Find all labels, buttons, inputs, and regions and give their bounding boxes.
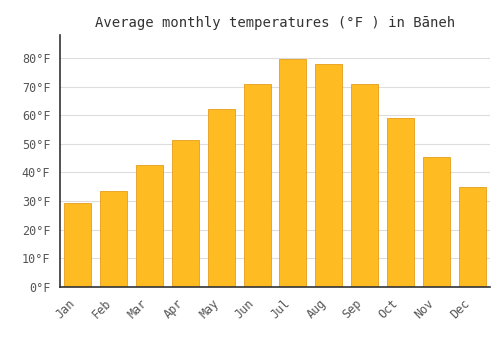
Bar — [136, 165, 163, 287]
Bar — [244, 84, 270, 287]
Bar — [64, 203, 92, 287]
Bar — [387, 118, 414, 287]
Bar — [423, 157, 450, 287]
Bar — [280, 60, 306, 287]
Bar — [351, 84, 378, 287]
Title: Average monthly temperatures (°F ) in Bāneh: Average monthly temperatures (°F ) in Bā… — [95, 16, 455, 30]
Bar — [100, 191, 127, 287]
Bar — [316, 64, 342, 287]
Bar — [208, 110, 234, 287]
Bar — [172, 140, 199, 287]
Bar — [458, 187, 485, 287]
